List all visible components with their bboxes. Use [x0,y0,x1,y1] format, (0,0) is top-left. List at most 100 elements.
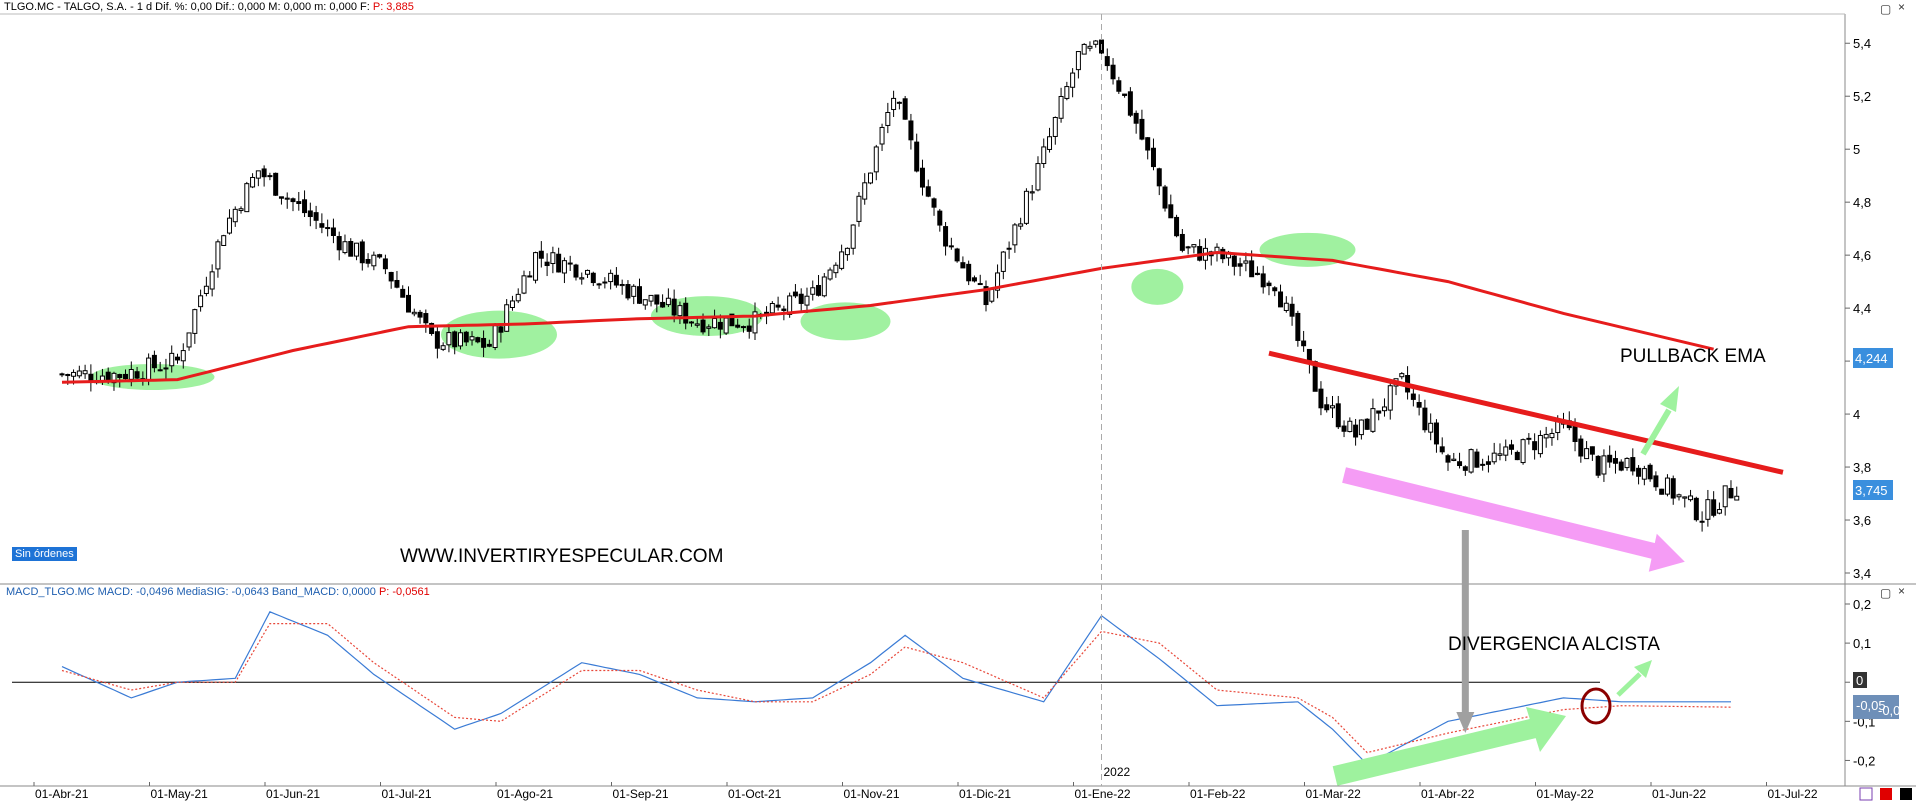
macd-info: MACD_TLGO.MC MACD: -0,0496 MediaSIG: -0,… [6,586,376,598]
macd-zero-tag-bg [1853,672,1867,688]
x-tick-label: 01-Jun-21 [266,787,320,801]
macd-close-icon[interactable]: × [1898,584,1906,598]
candle-up [169,352,175,367]
macd-panel [12,611,1732,766]
orders-badge[interactable]: Sin órdenes [12,547,77,561]
maximize-icon[interactable]: ▢ [1880,2,1892,16]
candle-down [134,371,140,379]
candle-down [463,331,469,343]
candle-down [573,264,579,278]
candle-up [977,283,983,286]
candle-up [891,97,897,111]
candle-down [1301,340,1307,347]
x-tick-label: 01-Jul-22 [1768,787,1818,801]
year-marker: 2022 [1104,765,1131,779]
macd-y-tick-label: -0,2 [1853,753,1875,768]
candle-up [1070,72,1076,88]
candle-up [76,370,82,377]
candle-up [440,345,446,350]
website-watermark: WWW.INVERTIRYESPECULAR.COM [400,546,723,567]
close-icon[interactable]: × [1898,0,1906,14]
candle-down [781,308,787,311]
candle-up [1428,422,1434,433]
candle-up [180,350,186,362]
candle-up [192,309,198,334]
candle-down [596,283,602,286]
end-icon [1900,788,1912,800]
candle-down [1324,404,1330,411]
macd-y-tick-label: 0,1 [1853,636,1871,651]
price-y-tick-label: 4 [1853,407,1860,422]
ema-price-tag: 4,244 [1855,351,1888,366]
candle-down [746,325,752,332]
candle-down [1139,118,1145,140]
macd-arrow-shaft [1616,672,1642,697]
candle-up [509,300,515,308]
candle-up [648,294,654,302]
macd-maximize-icon[interactable]: ▢ [1880,586,1892,600]
candle-down [429,322,435,334]
candle-up [1330,405,1335,409]
candle-up [723,317,729,334]
pullback-arrow-shaft [1640,408,1672,456]
candle-up [469,336,475,341]
price-y-tick-label: 3,4 [1853,566,1871,581]
candle-up [226,217,232,234]
candle-down [1728,487,1734,499]
candle-up [1058,95,1064,119]
x-tick-label: 01-Jul-21 [382,787,432,801]
candle-down [1653,475,1659,488]
candle-up [827,269,833,280]
candle-up [1549,432,1555,439]
candle-up [238,208,244,212]
candle-up [1347,420,1353,433]
price-y-tick-label: 3,6 [1853,513,1871,528]
last-price-tag-bg [1853,480,1893,500]
candle-up [128,369,134,380]
candle-up [82,370,88,375]
candle-up [585,269,591,275]
candle-down [1110,64,1116,80]
candle-down [792,291,798,297]
candle-up [1064,86,1070,99]
candle-up [1035,163,1041,191]
signal-line [61,623,1732,754]
candle-down [406,294,411,313]
candle-down [660,301,666,308]
candle-down [1289,303,1295,317]
consolidation-highlight [1131,268,1184,305]
higher-lows-arrow-head [1526,707,1566,752]
candle-up [1503,446,1509,456]
candle-up [608,272,614,283]
save-icon [1859,787,1873,801]
candle-down [954,248,960,262]
candle-down [1162,186,1168,209]
candle-up [1283,302,1289,311]
candle-up [354,242,360,257]
candle-down [475,337,481,343]
x-tick-label: 01-Ago-21 [497,787,553,801]
candle-up [740,326,746,329]
candle-up [850,224,856,249]
candle-up [694,323,700,326]
candle-down [359,241,365,264]
candle-up [284,197,290,200]
candle-up [1716,509,1722,514]
candle-up [1543,433,1549,439]
macd-y-tick-label: 0,2 [1853,597,1871,612]
candle-up [1520,439,1526,464]
candle-down [943,226,949,247]
candle-down [1618,461,1624,471]
candle-down [163,367,169,370]
candle-down [1711,499,1717,516]
candle-up [1358,419,1364,436]
candle-up [752,311,758,334]
candle-down [1185,246,1191,249]
candle-down [1272,287,1278,292]
candle-up [1601,455,1607,475]
axes: 20225,45,254,84,64,44,243,83,63,40,20,10… [0,13,1916,801]
candle-down [717,321,723,330]
candle-down [966,263,972,282]
candle-down [1607,454,1613,463]
candle-down [1526,437,1532,440]
